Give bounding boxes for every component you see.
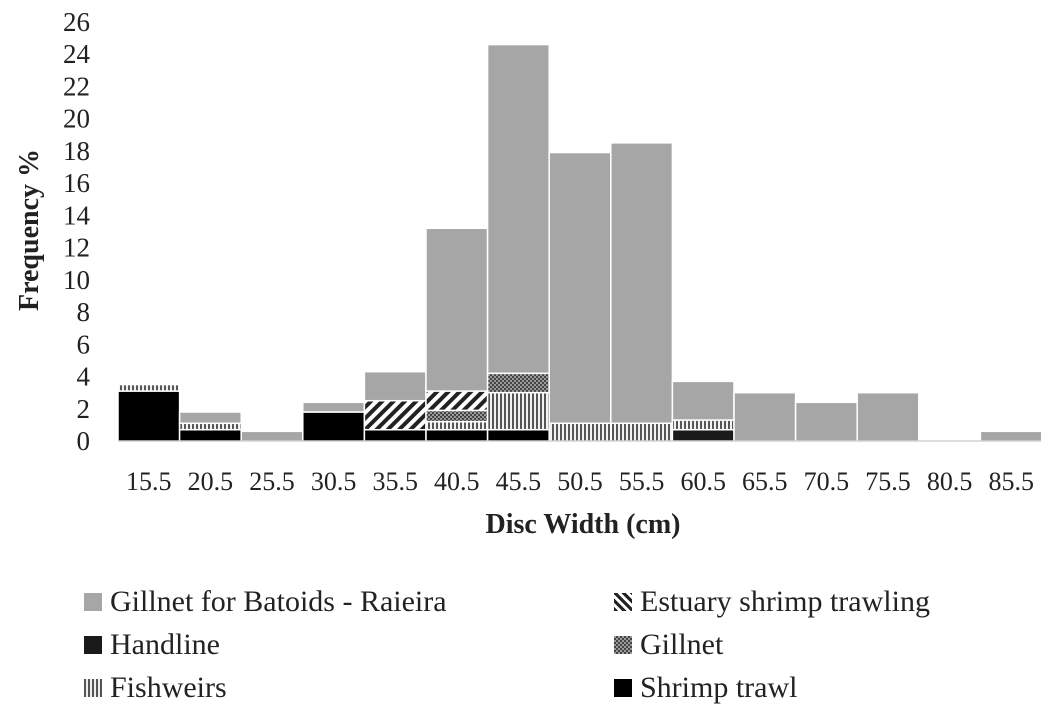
bar-segment bbox=[425, 390, 489, 412]
legend-label: Estuary shrimp trawling bbox=[640, 585, 930, 618]
y-tick-label: 6 bbox=[77, 329, 91, 359]
x-tick-label: 65.5 bbox=[742, 467, 788, 496]
bar-segment bbox=[363, 370, 427, 402]
bar-segment bbox=[486, 43, 550, 375]
x-tick-label: 15.5 bbox=[126, 467, 172, 496]
legend-label: Gillnet for Batoids - Raieira bbox=[110, 585, 447, 618]
bar-segment bbox=[178, 428, 242, 442]
y-tick-label: 20 bbox=[63, 104, 90, 134]
bar-segment bbox=[425, 428, 489, 442]
x-tick-label: 60.5 bbox=[680, 467, 726, 496]
y-tick-label: 16 bbox=[63, 168, 90, 198]
x-tick-label: 75.5 bbox=[865, 467, 911, 496]
x-axis-ticks: 15.5 20.5 25.5 30.5 35.5 40.5 45.5 50.5 55.5 60.5… bbox=[126, 467, 1034, 496]
y-tick-label: 4 bbox=[77, 362, 91, 392]
bar-segment bbox=[117, 383, 181, 392]
bar-segment bbox=[610, 422, 674, 442]
bar-segment bbox=[178, 422, 242, 431]
legend-swatch bbox=[614, 636, 632, 654]
legend-swatch bbox=[614, 593, 632, 611]
bar-segment bbox=[856, 391, 920, 442]
bar-segment bbox=[363, 428, 427, 442]
y-axis-label: Frequency % bbox=[14, 149, 45, 311]
bar-segment bbox=[610, 142, 674, 425]
y-tick-label: 10 bbox=[63, 265, 90, 295]
x-tick-label: 80.5 bbox=[927, 467, 973, 496]
y-tick-label: 8 bbox=[77, 297, 91, 327]
legend-item: Handline bbox=[84, 628, 220, 662]
legend-item: Gillnet for Batoids - Raieira bbox=[84, 585, 447, 619]
legend-item: Fishweirs bbox=[84, 671, 227, 705]
legend-swatch bbox=[614, 679, 632, 697]
y-tick-label: 14 bbox=[63, 200, 91, 230]
x-tick-label: 70.5 bbox=[804, 467, 850, 496]
legend-swatch bbox=[84, 636, 102, 654]
legend-item: Shrimp trawl bbox=[614, 671, 798, 705]
y-tick-label: 26 bbox=[63, 7, 90, 37]
bar-segment bbox=[486, 372, 550, 394]
bar-segment bbox=[302, 401, 366, 413]
bar-segment bbox=[548, 422, 612, 442]
legend-item: Estuary shrimp trawling bbox=[614, 585, 930, 619]
x-tick-label: 85.5 bbox=[988, 467, 1034, 496]
legend-swatch bbox=[84, 679, 102, 697]
bar-segment bbox=[240, 430, 304, 442]
bar-segment bbox=[486, 428, 550, 442]
bar-segment bbox=[363, 399, 427, 431]
legend-label: Gillnet bbox=[640, 628, 724, 661]
plot-area bbox=[117, 43, 1041, 442]
x-axis-label: Disc Width (cm) bbox=[486, 509, 681, 540]
bar-segment bbox=[794, 401, 858, 442]
bar-segment bbox=[117, 390, 181, 442]
bar-segment bbox=[425, 227, 489, 392]
bar-segment bbox=[671, 380, 735, 421]
legend-label: Handline bbox=[110, 628, 220, 661]
x-tick-label: 35.5 bbox=[372, 467, 418, 496]
x-tick-label: 45.5 bbox=[496, 467, 542, 496]
x-tick-label: 40.5 bbox=[434, 467, 480, 496]
legend-label: Fishweirs bbox=[110, 671, 227, 704]
legend-label: Shrimp trawl bbox=[640, 671, 798, 704]
bar-segment bbox=[733, 391, 797, 442]
bar-segment bbox=[302, 411, 366, 442]
bar-segment bbox=[671, 419, 735, 431]
legend-item: Gillnet bbox=[614, 628, 723, 662]
bar-segment bbox=[486, 391, 550, 431]
y-tick-label: 0 bbox=[77, 426, 91, 456]
bar-segment bbox=[671, 428, 735, 442]
y-tick-label: 22 bbox=[63, 71, 90, 101]
bar-segment bbox=[425, 409, 489, 423]
y-tick-label: 2 bbox=[77, 394, 91, 424]
bar-segment bbox=[548, 151, 612, 425]
y-tick-label: 24 bbox=[63, 39, 91, 69]
legend-swatch bbox=[84, 593, 102, 611]
x-tick-label: 30.5 bbox=[311, 467, 357, 496]
y-tick-label: 12 bbox=[63, 233, 90, 263]
y-tick-label: 18 bbox=[63, 136, 90, 166]
bar-segment bbox=[979, 430, 1041, 442]
x-tick-label: 50.5 bbox=[557, 467, 603, 496]
bar-segment bbox=[425, 420, 489, 431]
x-tick-label: 25.5 bbox=[249, 467, 295, 496]
bar-segment bbox=[178, 411, 242, 425]
x-tick-label: 20.5 bbox=[188, 467, 234, 496]
x-tick-label: 55.5 bbox=[619, 467, 665, 496]
